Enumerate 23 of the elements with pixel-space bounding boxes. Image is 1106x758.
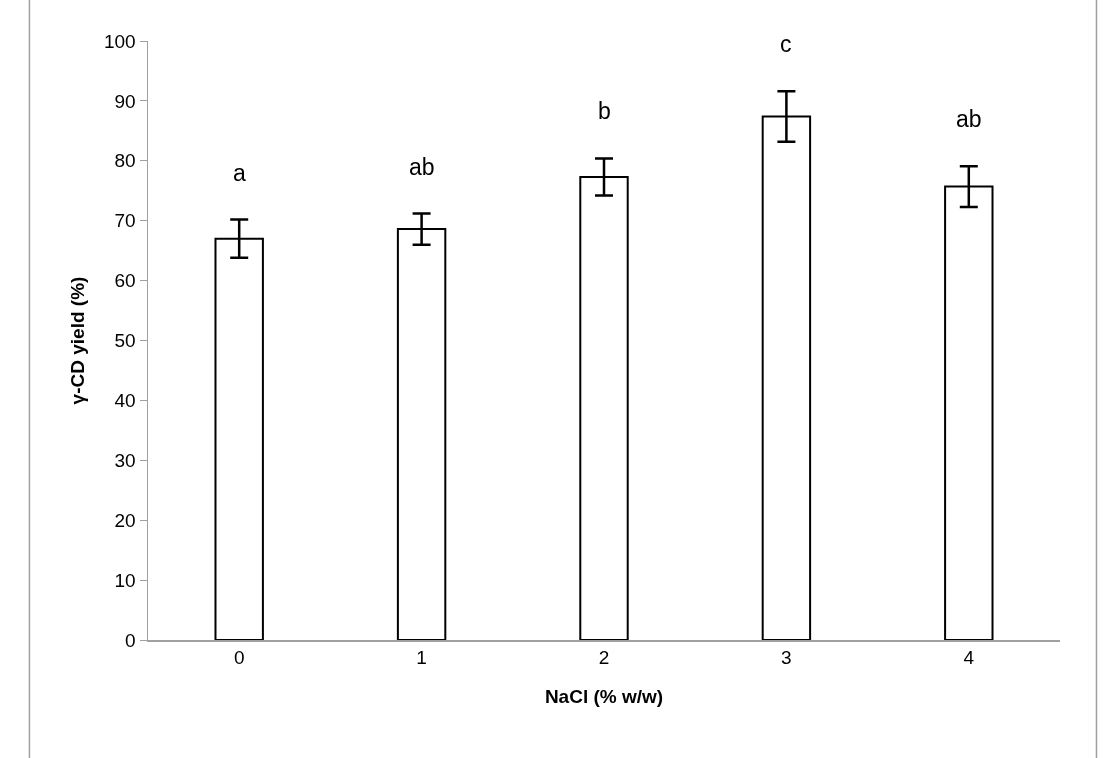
annotation: a bbox=[233, 160, 246, 186]
x-tick-label: 4 bbox=[963, 647, 975, 669]
x-tick-label: 1 bbox=[416, 647, 427, 669]
y-tick-label: 20 bbox=[114, 509, 136, 531]
annotation: b bbox=[598, 98, 611, 124]
x-tick-label: 3 bbox=[781, 647, 792, 669]
y-tick-label: 0 bbox=[125, 629, 136, 651]
annotation: c bbox=[780, 31, 792, 57]
y-tick-label: 70 bbox=[114, 210, 136, 232]
annotation: ab bbox=[956, 106, 982, 132]
x-axis-title: NaCl (% w/w) bbox=[544, 685, 664, 707]
y-tick-label: 100 bbox=[104, 30, 136, 52]
y-tick-label: 10 bbox=[114, 569, 136, 591]
y-axis-title: γ-CD yield (%) bbox=[67, 276, 89, 405]
annotation: ab bbox=[409, 154, 435, 180]
x-tick-label: 0 bbox=[233, 647, 245, 669]
y-tick-label: 30 bbox=[114, 449, 136, 471]
y-tick-label: 50 bbox=[114, 330, 136, 352]
y-tick-label: 40 bbox=[114, 390, 136, 412]
y-tick-label: 90 bbox=[114, 90, 136, 112]
x-tick-label: 2 bbox=[598, 647, 610, 669]
y-tick-label: 80 bbox=[114, 150, 136, 172]
y-tick-label: 60 bbox=[114, 270, 136, 292]
